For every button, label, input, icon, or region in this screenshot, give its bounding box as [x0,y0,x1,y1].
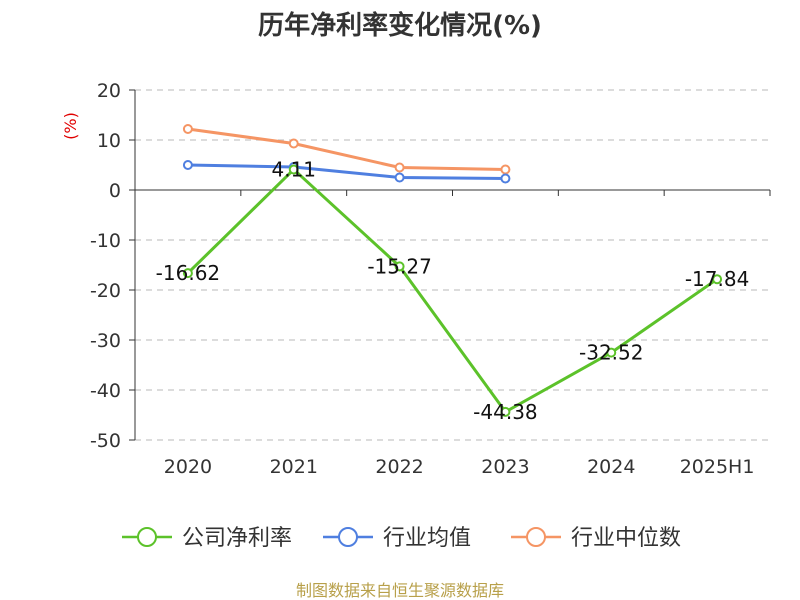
data-labels: -16.62 4.11 -15.27 -44.38 -32.52 -17.84 [156,157,750,423]
chart-title: 历年净利率变化情况(%) [258,10,542,41]
data-point [288,164,299,175]
x-tick-label: 2025H1 [680,456,755,478]
y-tick-label: -50 [90,430,121,452]
data-label: -44.38 [473,400,537,424]
series-line-2 [187,127,506,171]
y-tick-label: 20 [97,80,121,102]
y-tick-label: 0 [109,180,121,202]
legend-item[interactable]: 公司净利率 [122,526,292,551]
x-tick-label: 2021 [270,456,318,478]
y-tick-label: -40 [90,380,121,402]
legend[interactable]: 公司净利率 行业均值 行业中位数 [122,526,681,551]
x-tick-label: 2023 [481,456,529,478]
legend-item[interactable]: 行业均值 [323,526,471,551]
legend-label: 公司净利率 [182,526,292,551]
y-tick-label: 10 [97,130,121,152]
data-label: -16.62 [156,261,220,285]
y-tick-label: -10 [90,230,121,252]
data-point [182,124,193,134]
data-point [394,162,405,173]
series-line-0 [186,167,718,414]
legend-marker-icon [137,527,157,547]
gridlines [135,89,770,441]
legend-label: 行业中位数 [571,526,681,551]
data-point [500,164,511,175]
data-point [288,138,299,149]
data-point [182,160,193,170]
data-point [500,173,511,184]
data-point [606,347,617,358]
data-label: -32.52 [579,341,643,365]
legend-marker-icon [338,527,358,547]
source-footer: 制图数据来自恒生聚源数据库 [296,581,504,600]
data-label: 4.11 [271,157,316,181]
data-point [394,261,405,272]
legend-marker-icon [526,527,546,547]
axes: 20 10 0 -10 -20 -30 -40 -50 2020 2021 2022 2023 2024… [90,80,771,478]
series-line-1 [187,163,506,180]
data-label: -15.27 [367,254,431,278]
x-tick-label: 2020 [164,456,212,478]
series-group [182,124,723,417]
data-label: -17.84 [685,267,749,291]
data-point [182,268,193,279]
legend-label: 行业均值 [383,526,471,551]
data-point [394,172,405,183]
y-axis-unit: (%) [61,112,80,140]
x-tick-label: 2022 [375,456,423,478]
y-tick-label: -20 [90,280,121,302]
data-point [500,406,511,417]
x-tick-label: 2024 [587,456,635,478]
legend-item[interactable]: 行业中位数 [511,526,681,551]
data-point [712,274,723,285]
y-tick-label: -30 [90,330,121,352]
